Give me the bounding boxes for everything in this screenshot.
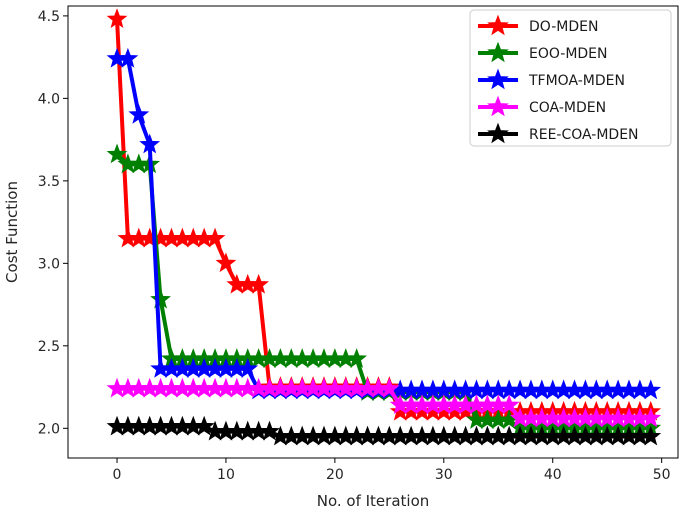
legend-item: DO-MDEN <box>478 14 598 36</box>
data-point-star <box>150 288 171 309</box>
x-tick-label: 30 <box>435 467 453 483</box>
data-point-star <box>248 273 270 294</box>
data-point-star <box>106 143 128 164</box>
data-point-star <box>498 394 520 415</box>
legend-label: EOO-MDEN <box>529 46 608 62</box>
y-tick-label: 2.5 <box>38 339 60 355</box>
legend-box <box>469 9 672 147</box>
data-point-star <box>139 133 161 154</box>
x-tick-label: 0 <box>113 467 122 483</box>
data-point-star <box>237 357 259 378</box>
x-tick-label: 10 <box>217 467 235 483</box>
data-point-star <box>106 8 128 29</box>
data-point-star <box>378 377 400 398</box>
legend-item: COA-MDEN <box>478 95 606 117</box>
legend-label: COA-MDEN <box>529 100 606 116</box>
x-axis-ticks: 0 10 20 30 40 50 <box>113 458 671 483</box>
legend-item: EOO-MDEN <box>478 41 608 63</box>
data-point-star <box>117 47 139 68</box>
legend-item: TFMOA-MDEN <box>478 68 625 90</box>
y-tick-label: 2.0 <box>38 421 60 437</box>
legend-star-icon <box>487 41 509 63</box>
x-axis-label: No. of Iteration <box>317 492 430 510</box>
legend-label: TFMOA-MDEN <box>528 73 625 89</box>
y-tick-label: 4.0 <box>38 91 60 107</box>
data-point-star <box>640 407 662 428</box>
y-axis-label: Cost Function <box>3 181 21 283</box>
data-point-star <box>128 103 150 124</box>
legend-star-icon <box>487 122 509 144</box>
data-point-star <box>215 252 237 273</box>
legend-item: REE-COA-MDEN <box>478 122 639 144</box>
legend-label: DO-MDEN <box>529 19 598 35</box>
data-point-star <box>193 415 215 436</box>
data-point-star <box>346 348 368 368</box>
data-point-star <box>259 420 280 441</box>
series-coa-mden <box>106 377 662 428</box>
x-tick-label: 50 <box>653 467 671 483</box>
legend-star-icon <box>487 95 509 117</box>
y-tick-label: 3.5 <box>38 174 60 190</box>
legend-star-icon <box>487 14 509 36</box>
data-point-star <box>640 379 662 400</box>
legend-label: REE-COA-MDEN <box>529 127 639 143</box>
y-axis-ticks: 2.0 2.5 3.0 3.5 4.0 4.5 <box>38 9 68 437</box>
x-tick-label: 40 <box>544 467 562 483</box>
data-point-star <box>640 425 662 446</box>
series-ree-coa-mden <box>106 415 662 446</box>
y-tick-label: 3.0 <box>38 256 60 272</box>
legend: DO-MDEN EOO-MDEN TFMOA-MDEN COA-MDEN REE-COA… <box>469 9 672 147</box>
y-tick-label: 4.5 <box>38 9 60 25</box>
data-point-star <box>204 227 226 248</box>
x-tick-label: 20 <box>326 467 344 483</box>
legend-star-icon <box>487 68 509 90</box>
